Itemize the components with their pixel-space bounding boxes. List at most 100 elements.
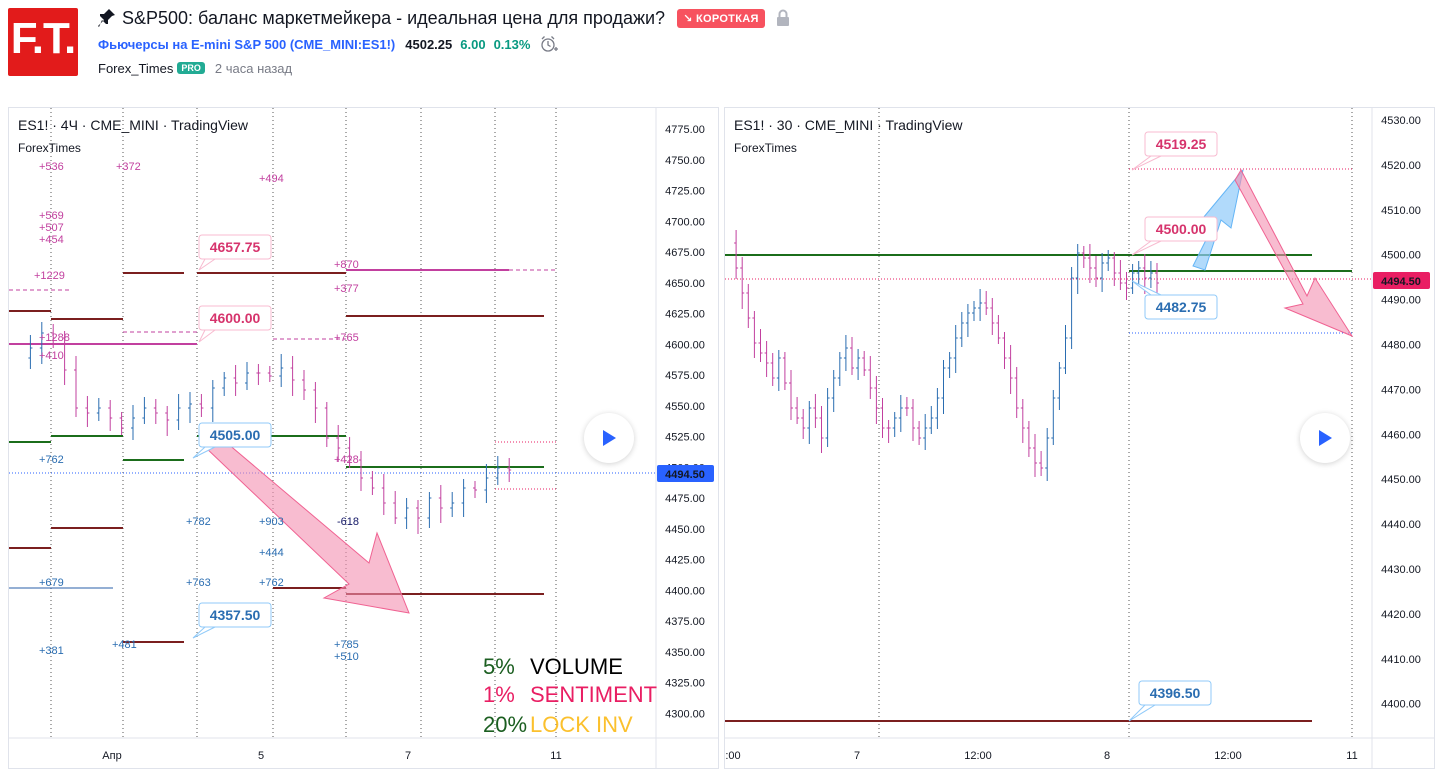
y-tick: 4460.00 [1381,429,1421,441]
y-tick: 4510.00 [1381,205,1421,217]
left-down-arrow [203,437,410,614]
vol-note: +762 [259,577,284,589]
legend-volume-label: VOLUME [530,654,623,679]
x-tick: 8 [1104,750,1110,762]
right-chart-title: ES1! · 30 · CME_MINI · TradingView [734,117,963,133]
vol-note: +507 [39,222,64,234]
left-play-button[interactable] [584,413,634,463]
left-chart-title: ES1! · 4Ч · CME_MINI · TradingView [18,117,249,133]
y-tick: 4625.00 [665,309,705,321]
lock-icon [776,9,789,26]
right-chart-panel[interactable]: 4519.25 4500.00 4482.75 4396.50 4530.00 4… [724,107,1435,769]
y-tick: 4350.00 [665,647,705,659]
y-tick: 4450.00 [1381,474,1421,486]
vol-note: +569 [39,210,64,222]
tag-4357-text: 4357.50 [210,607,261,623]
symbol-code[interactable]: (CME_MINI:ES1!) [289,36,396,52]
x-tick: 12:00 [1214,750,1242,762]
y-tick: 4725.00 [665,186,705,198]
left-chart-panel[interactable]: 4657.75 4600.00 4505.00 4357.50 +536 +37… [8,107,719,769]
x-tick: 5 [258,750,264,762]
symbol-change-pct: 0.13% [493,36,531,52]
tag-4519: 4519.25 [1131,131,1218,171]
left-price-axis: 4775.00 4750.00 4725.00 4700.00 4675.00 4650.… [665,124,705,720]
y-tick: 4440.00 [1381,519,1421,531]
y-tick: 4775.00 [665,124,705,136]
y-tick: 4400.00 [1381,699,1421,711]
publish-time: 2 часа назад [214,60,293,76]
vol-note: +494 [259,173,284,185]
x-tick: Апр [102,750,121,762]
y-tick: 4410.00 [1381,654,1421,666]
tag-4657: 4657.75 [198,234,272,271]
x-tick: 11 [1346,750,1357,762]
y-tick: 4750.00 [665,155,705,167]
vol-note: +762 [39,454,64,466]
tag-4505-text: 4505.00 [210,427,261,443]
tag-4600-text: 4600.00 [210,310,261,326]
y-tick: 4600.00 [665,339,705,351]
y-tick: 4430.00 [1381,564,1421,576]
symbol-link[interactable]: Фьючерсы на E-mini S&P 500 (CME_MINI:ES1… [98,37,395,52]
y-tick: 4500.00 [1381,250,1421,262]
y-tick: 4490.00 [1381,295,1421,307]
vol-note: +679 [39,577,64,589]
symbol-name[interactable]: Фьючерсы на E-mini S&P 500 [98,36,287,52]
vol-note: +481 [112,639,137,651]
right-play-button[interactable] [1300,413,1350,463]
indicator-legend: 5% VOLUME 1% SENTIMENT 20% LOCK INV [483,654,657,737]
right-chart-author: ForexTimes [734,141,797,155]
vol-note: +372 [116,161,141,173]
tag-4600: 4600.00 [198,305,272,343]
vol-note: +1229 [34,270,65,282]
tag-4519-text: 4519.25 [1156,136,1207,152]
tag-4657-text: 4657.75 [210,239,261,255]
x-tick: 12:00 [964,750,992,762]
tag-4482: 4482.75 [1131,280,1218,320]
logo-text: F.T. [10,14,76,63]
idea-title: S&P500: баланс маркетмейкера - идеальная… [122,7,666,28]
y-tick: 4550.00 [665,401,705,413]
y-tick: 4470.00 [1381,384,1421,396]
vol-note: +381 [39,645,64,657]
left-current-price-badge [657,465,714,482]
vol-note: +785 [334,639,359,651]
pro-badge: PRO [177,62,205,74]
tag-4500-text: 4500.00 [1156,221,1207,237]
tag-4396: 4396.50 [1128,680,1212,722]
y-tick: 4650.00 [665,278,705,290]
vol-note: +763 [186,577,211,589]
symbol-row: Фьючерсы на E-mini S&P 500 (CME_MINI:ES1… [98,35,559,53]
y-tick: 4700.00 [665,216,705,228]
y-tick: 4325.00 [665,678,705,690]
left-chart-svg: 4657.75 4600.00 4505.00 4357.50 +536 +37… [9,108,718,768]
y-tick: 4525.00 [665,432,705,444]
vol-note: +428 [334,454,359,466]
y-tick: 4480.00 [1381,340,1421,352]
y-tick: 4530.00 [1381,115,1421,127]
y-tick: 4520.00 [1381,160,1421,172]
y-tick: 4675.00 [665,247,705,259]
author-row: Forex_Times PRO 2 часа назад [98,59,292,77]
vol-note: +870 [334,259,359,271]
author-logo[interactable]: F.T. [8,8,78,76]
vol-note: +765 [334,332,359,344]
y-tick: 4450.00 [665,524,705,536]
right-price-axis: 4530.00 4520.00 4510.00 4500.00 4490.00 4480.… [1381,115,1421,711]
y-tick: 4420.00 [1381,609,1421,621]
left-time-axis: Апр 5 7 11 [102,750,561,762]
right-time-axis: :00 7 12:00 8 12:00 11 [725,750,1357,762]
tag-4396-text: 4396.50 [1150,685,1201,701]
tag-4482-text: 4482.75 [1156,299,1207,315]
x-tick: 7 [405,750,411,762]
left-candles [28,322,512,534]
y-tick: 4425.00 [665,555,705,567]
author-name[interactable]: Forex_Times [98,60,174,76]
vol-note: +510 [334,651,359,663]
vol-note: +536 [39,161,64,173]
pin-icon [98,9,115,27]
alarm-icon[interactable] [540,35,559,53]
short-badge: ↘ КОРОТКАЯ [677,8,765,28]
vol-note: +782 [186,516,211,528]
left-current-price: 4494.50 [665,469,705,481]
